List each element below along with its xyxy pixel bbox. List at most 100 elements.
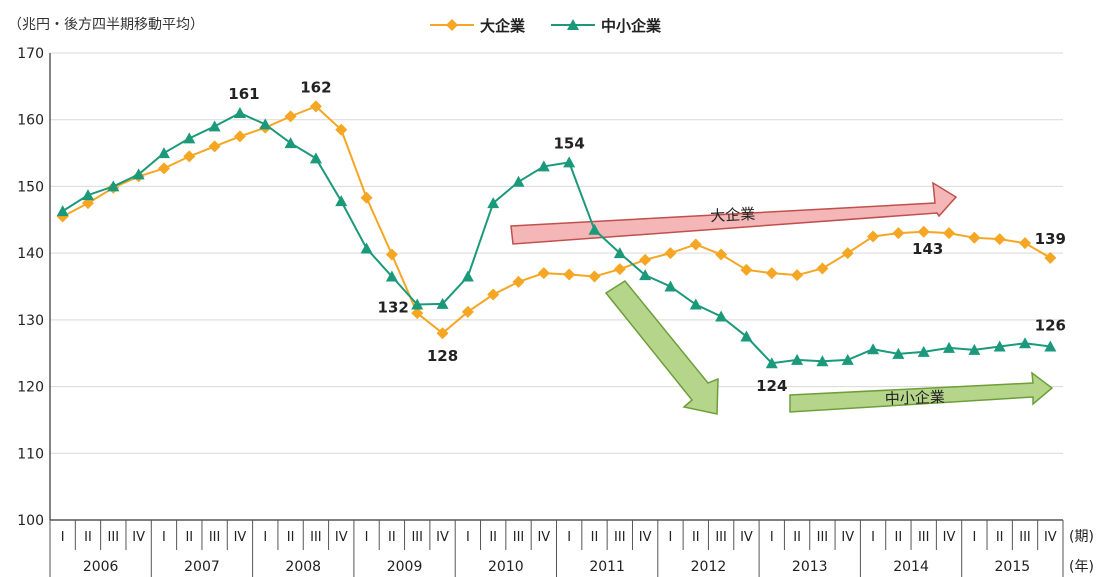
marker-triangle bbox=[791, 353, 804, 365]
marker-triangle bbox=[107, 180, 120, 192]
marker-triangle bbox=[689, 298, 702, 310]
marker-diamond bbox=[360, 191, 373, 204]
data-label: 139 bbox=[1035, 230, 1066, 248]
marker-triangle bbox=[943, 341, 956, 353]
marker-diamond bbox=[613, 263, 626, 276]
marker-triangle bbox=[436, 297, 449, 309]
x-quarter-label: I bbox=[669, 530, 673, 545]
marker-diamond bbox=[183, 150, 196, 163]
y-tick-label: 170 bbox=[17, 46, 44, 62]
data-label: 132 bbox=[378, 299, 409, 317]
x-year-label: 2013 bbox=[792, 559, 828, 575]
marker-triangle bbox=[917, 345, 930, 357]
marker-diamond bbox=[968, 231, 981, 244]
marker-triangle bbox=[867, 343, 880, 355]
marker-diamond bbox=[385, 248, 398, 261]
x-quarter-label: I bbox=[972, 530, 976, 545]
marker-triangle bbox=[512, 175, 525, 187]
x-quarter-label: IV bbox=[537, 530, 550, 545]
x-quarter-label: IV bbox=[639, 530, 652, 545]
marker-diamond bbox=[639, 253, 652, 266]
marker-diamond bbox=[943, 227, 956, 240]
marker-diamond bbox=[867, 230, 880, 243]
x-quarter-label: II bbox=[388, 530, 396, 545]
marker-diamond bbox=[1044, 251, 1057, 264]
marker-triangle bbox=[563, 156, 576, 168]
x-quarter-label: IV bbox=[841, 530, 854, 545]
marker-triangle bbox=[715, 310, 728, 322]
marker-triangle bbox=[968, 343, 981, 355]
marker-triangle bbox=[56, 205, 69, 217]
x-quarter-label: III bbox=[715, 530, 727, 545]
x-quarter-label: III bbox=[817, 530, 829, 545]
marker-triangle bbox=[1019, 337, 1032, 349]
marker-diamond bbox=[411, 307, 424, 320]
x-quarter-label: IV bbox=[234, 530, 247, 545]
x-quarter-label: IV bbox=[335, 530, 348, 545]
marker-triangle bbox=[588, 223, 601, 235]
marker-triangle bbox=[841, 353, 854, 365]
x-quarter-label: III bbox=[209, 530, 221, 545]
marker-diamond bbox=[689, 238, 702, 251]
x-quarter-label: III bbox=[411, 530, 423, 545]
y-tick-label: 140 bbox=[17, 246, 44, 262]
x-quarter-label: I bbox=[162, 530, 166, 545]
y-tick-label: 120 bbox=[17, 380, 44, 396]
marker-diamond bbox=[993, 233, 1006, 246]
y-tick-label: 150 bbox=[17, 179, 44, 195]
marker-triangle bbox=[816, 355, 829, 367]
series-line-0 bbox=[62, 105, 1051, 335]
annotation-label-large-enterprise: 大企業 bbox=[710, 205, 756, 225]
x-quarter-label: IV bbox=[1044, 530, 1057, 545]
y-tick-label: 110 bbox=[17, 446, 44, 462]
y-tick-label: 130 bbox=[17, 313, 44, 329]
marker-diamond bbox=[1019, 237, 1032, 250]
x-year-label: 2008 bbox=[285, 559, 321, 575]
marker-diamond bbox=[791, 269, 804, 282]
x-quarter-label: III bbox=[1019, 530, 1031, 545]
y-axis-unit-label: （兆円・後方四半期移動平均） bbox=[8, 17, 204, 33]
annotation-arrow-large-enterprise bbox=[510, 181, 958, 245]
marker-diamond bbox=[436, 327, 449, 340]
x-quarter-label: II bbox=[287, 530, 295, 545]
marker-diamond bbox=[563, 268, 576, 281]
marker-triangle bbox=[892, 347, 905, 359]
x-quarter-label: II bbox=[895, 530, 903, 545]
x-quarter-label: II bbox=[591, 530, 599, 545]
marker-triangle bbox=[487, 197, 500, 209]
marker-triangle bbox=[385, 270, 398, 282]
annotation-arrow-sme-right bbox=[789, 371, 1054, 413]
x-quarter-label: I bbox=[61, 530, 65, 545]
x-quarter-label: II bbox=[84, 530, 92, 545]
x-quarter-label: II bbox=[185, 530, 193, 545]
x-quarter-label: III bbox=[310, 530, 322, 545]
marker-diamond bbox=[917, 225, 930, 238]
series-line-1 bbox=[62, 111, 1051, 365]
marker-diamond bbox=[208, 140, 221, 153]
marker-triangle bbox=[639, 269, 652, 281]
marker-triangle bbox=[335, 195, 348, 207]
marker-diamond bbox=[233, 130, 246, 143]
marker-triangle bbox=[613, 247, 626, 259]
y-tick-label: 100 bbox=[17, 513, 44, 529]
marker-triangle bbox=[664, 280, 677, 292]
data-label: 161 bbox=[228, 85, 259, 103]
marker-triangle bbox=[284, 137, 297, 149]
marker-triangle bbox=[183, 132, 196, 144]
legend-label-sme: 中小企業 bbox=[601, 16, 662, 35]
marker-diamond bbox=[81, 197, 94, 210]
x-year-label: 2006 bbox=[83, 559, 119, 575]
marker-diamond bbox=[461, 305, 474, 318]
marker-triangle bbox=[537, 160, 550, 172]
marker-diamond bbox=[816, 262, 829, 275]
marker-triangle bbox=[765, 357, 778, 369]
x-quarter-label: I bbox=[365, 530, 369, 545]
x-year-label: 2011 bbox=[589, 559, 625, 575]
x-year-label: 2012 bbox=[691, 559, 727, 575]
marker-diamond bbox=[715, 248, 728, 261]
marker-diamond bbox=[664, 247, 677, 260]
marker-triangle bbox=[740, 330, 753, 342]
marker-diamond bbox=[740, 263, 753, 276]
legend-swatch-triangle-icon bbox=[551, 19, 596, 30]
